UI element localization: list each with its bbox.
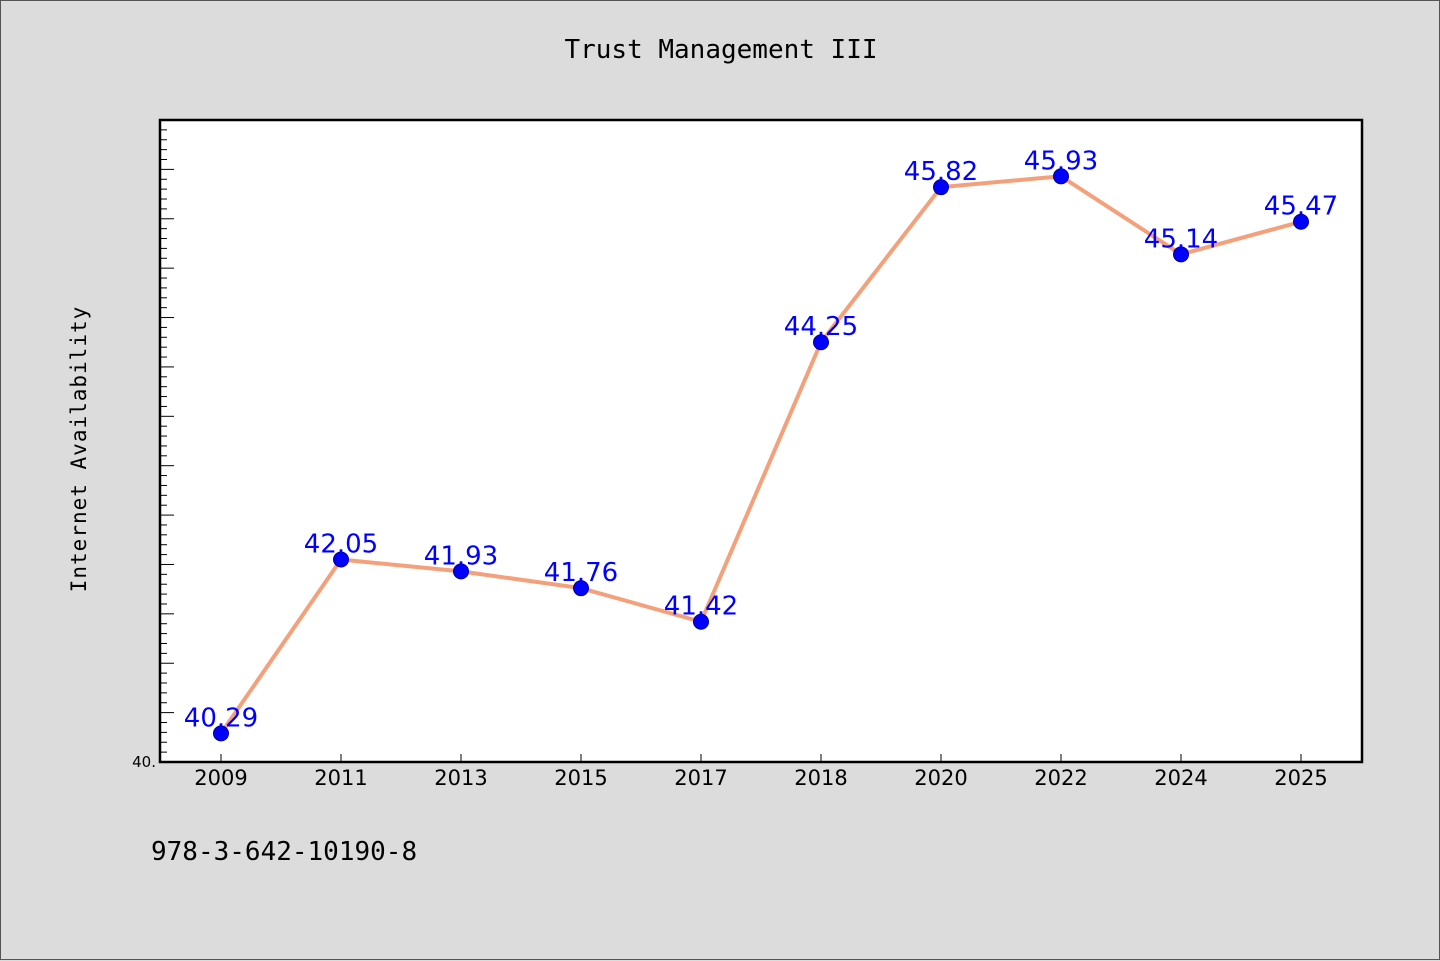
data-label: 45.47	[1264, 192, 1338, 222]
x-tick-label: 2024	[1154, 766, 1207, 790]
x-tick-label: 2020	[914, 766, 967, 790]
data-label: 45.14	[1144, 224, 1218, 254]
data-point	[813, 334, 829, 351]
x-tick-label: 2013	[434, 766, 487, 790]
plot-area	[158, 118, 1364, 764]
data-label: 45.93	[1024, 146, 1098, 176]
data-point	[213, 725, 229, 742]
x-tick-label: 2011	[314, 766, 367, 790]
data-label: 42.05	[304, 530, 378, 560]
data-point	[1293, 213, 1309, 230]
data-label: 44.25	[784, 312, 858, 342]
data-point	[333, 551, 349, 568]
data-point	[573, 580, 589, 597]
footer-isbn: 978-3-642-10190-8	[151, 837, 418, 867]
data-label: 41.76	[544, 558, 618, 588]
x-tick-label: 2017	[674, 766, 727, 790]
data-point	[1053, 168, 1069, 185]
x-tick-label: 2015	[554, 766, 607, 790]
data-label: 41.42	[664, 592, 738, 622]
x-tick-label: 2009	[194, 766, 247, 790]
x-tick-label: 2018	[794, 766, 847, 790]
x-tick-label: 2025	[1274, 766, 1327, 790]
data-label: 45.82	[904, 157, 978, 187]
data-label: 40.29	[184, 703, 258, 733]
y-tick-label: 40.	[132, 753, 156, 771]
data-label: 41.93	[424, 541, 498, 571]
series-line	[219, 174, 1302, 735]
data-point	[933, 179, 949, 196]
data-point	[693, 613, 709, 630]
x-tick-label: 2022	[1034, 766, 1087, 790]
data-point	[453, 563, 469, 580]
data-point	[1173, 246, 1189, 263]
chart-title: Trust Management III	[564, 35, 878, 65]
